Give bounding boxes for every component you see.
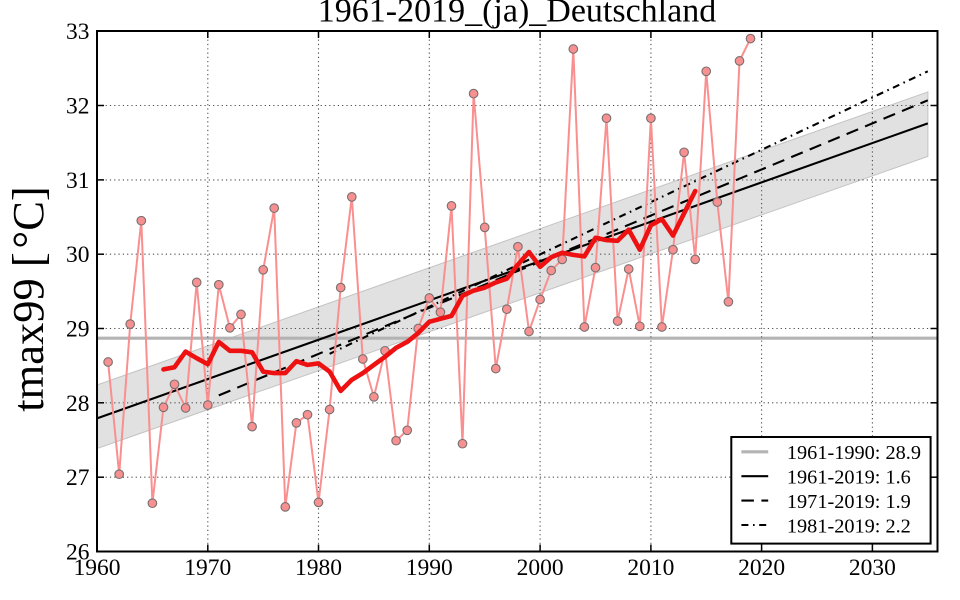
svg-text:31: 31: [66, 168, 90, 194]
svg-text:2020: 2020: [738, 555, 785, 581]
svg-text:1971-2019: 1.9: 1971-2019: 1.9: [787, 491, 911, 513]
svg-text:tmax99 [ °C]: tmax99 [ °C]: [3, 186, 53, 411]
svg-text:1980: 1980: [295, 555, 342, 581]
svg-text:32: 32: [66, 94, 90, 120]
svg-text:1970: 1970: [184, 555, 231, 581]
svg-text:29: 29: [66, 317, 90, 343]
svg-text:1990: 1990: [406, 555, 453, 581]
svg-text:1960: 1960: [74, 555, 121, 581]
svg-text:2000: 2000: [517, 555, 564, 581]
svg-text:27: 27: [66, 465, 90, 491]
svg-text:33: 33: [66, 19, 90, 45]
svg-text:1961-2019_(ja)_Deutschland: 1961-2019_(ja)_Deutschland: [318, 0, 716, 30]
svg-text:1981-2019: 2.2: 1981-2019: 2.2: [787, 515, 911, 537]
svg-text:28: 28: [66, 391, 90, 417]
svg-text:2010: 2010: [627, 555, 674, 581]
svg-text:26: 26: [66, 540, 90, 566]
svg-text:1961-1990: 28.9: 1961-1990: 28.9: [787, 442, 921, 464]
svg-text:30: 30: [66, 242, 90, 268]
svg-text:2030: 2030: [849, 555, 896, 581]
svg-text:1961-2019: 1.6: 1961-2019: 1.6: [787, 467, 911, 489]
